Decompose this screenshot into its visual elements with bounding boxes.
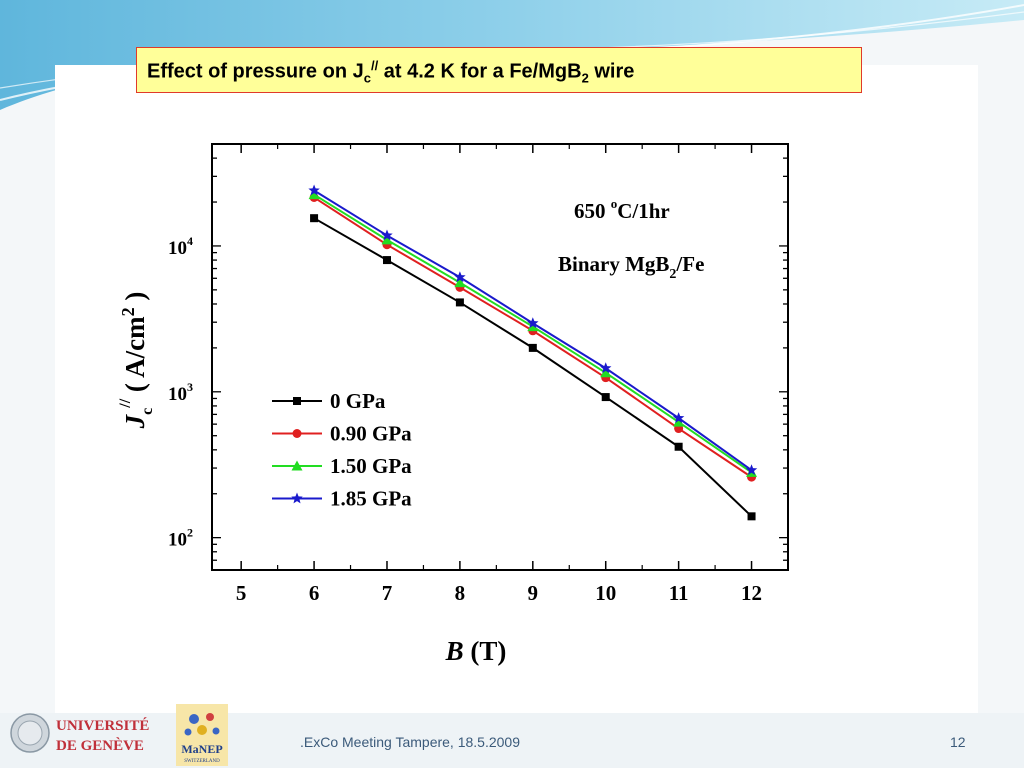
data-point [747, 512, 756, 521]
legend-label: 0.90 GPa [330, 422, 412, 446]
legend-marker [292, 429, 302, 438]
annotation-temperature: 650 oC/1hr [574, 196, 670, 223]
x-tick-label: 12 [741, 581, 762, 605]
x-tick-label: 9 [528, 581, 539, 605]
data-point [381, 229, 393, 241]
x-tick-label: 5 [236, 581, 247, 605]
data-point [745, 464, 758, 476]
data-point [674, 442, 683, 451]
jc-vs-field-chart: 5 6 7 8 9 10 11 12 102 103 104 0 GPa 0.90 GPa 1.50 G… [117, 143, 789, 666]
x-axis-label: B (T) [445, 636, 507, 666]
data-point [308, 184, 320, 196]
page-number: 12 [950, 734, 966, 750]
plot-frame [211, 143, 789, 571]
x-tick-label: 8 [455, 581, 466, 605]
x-tick-label: 10 [595, 581, 616, 605]
university-geneva-logo: UNIVERSITÉ DE GENÈVE [10, 713, 149, 754]
data-point [455, 298, 464, 307]
annotation-sample: Binary MgB2/Fe [558, 252, 704, 282]
legend-marker [291, 492, 303, 504]
data-point [673, 416, 685, 427]
slide-title-box: Effect of pressure on Jc// at 4.2 K for … [136, 47, 862, 93]
data-point [601, 393, 610, 402]
manep-text: MaNEP [181, 742, 222, 756]
manep-subtext: SWITZERLAND [184, 759, 220, 764]
x-tick-label: 11 [669, 581, 689, 605]
unige-line1: UNIVERSITÉ [56, 717, 149, 734]
legend-label: 0 GPa [330, 389, 386, 413]
y-tick-label: 102 [168, 526, 193, 551]
slide-title: Effect of pressure on Jc// at 4.2 K for … [147, 58, 635, 86]
y-tick-label: 104 [168, 234, 193, 259]
data-point [381, 234, 393, 245]
y-axis-label: Jc// ( A/cm2 ) [117, 292, 156, 430]
x-tick-label: 7 [382, 581, 393, 605]
data-point [454, 277, 466, 288]
data-point [382, 256, 391, 265]
slide-content-area [55, 65, 978, 713]
data-point [527, 321, 539, 332]
data-point [600, 362, 612, 374]
unige-line2: DE GENÈVE [56, 737, 144, 754]
data-point [672, 412, 685, 423]
data-point [454, 271, 466, 283]
legend-marker [293, 397, 301, 405]
data-point [600, 367, 612, 378]
legend-label: 1.50 GPa [330, 454, 412, 478]
manep-logo: MaNEP SWITZERLAND [176, 704, 228, 766]
footer-bar [0, 713, 1024, 768]
legend-label: 1.85 GPa [330, 487, 412, 511]
data-point [310, 214, 319, 223]
x-tick-label: 6 [309, 581, 320, 605]
footer-text: .ExCo Meeting Tampere, 18.5.2009 [300, 734, 520, 750]
legend-marker [291, 460, 303, 471]
data-point [527, 317, 539, 329]
y-tick-label: 103 [168, 380, 193, 405]
data-point [528, 343, 537, 352]
data-point [308, 189, 320, 200]
